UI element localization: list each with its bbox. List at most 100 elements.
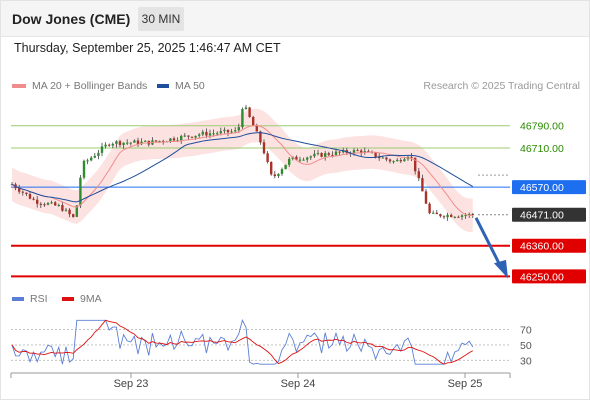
candle-body	[126, 142, 129, 144]
candle-body	[176, 140, 179, 142]
candle-body	[50, 202, 53, 204]
candle-body	[381, 157, 384, 159]
candle-body	[388, 159, 392, 162]
candle-body	[111, 143, 114, 146]
legend-item-ma50: MA 50	[157, 80, 205, 92]
legend-item-9ma: 9MA	[62, 293, 102, 305]
forecast-arrow-head	[494, 259, 508, 279]
candle-body	[460, 215, 464, 217]
candle-body	[324, 153, 327, 157]
candle-body	[104, 144, 107, 147]
candle-body	[205, 131, 208, 136]
candle-body	[90, 157, 93, 161]
candle-body	[230, 131, 233, 133]
candle-body	[190, 136, 194, 138]
candle-body	[198, 134, 201, 136]
candle-body	[219, 131, 222, 134]
rsi-swatch	[12, 297, 24, 302]
last-price-tag	[512, 207, 586, 222]
candle-body	[468, 213, 471, 216]
candle-body	[378, 157, 381, 159]
candle-body	[453, 216, 456, 218]
candle-body	[277, 173, 280, 177]
candle-body	[169, 138, 172, 142]
candle-body	[374, 152, 377, 158]
candle-body	[252, 117, 255, 126]
ma50-swatch	[157, 84, 169, 89]
candle-body	[284, 164, 287, 170]
rsi-ma-line	[11, 319, 474, 365]
rsi-panel: 70 50 30	[11, 319, 532, 367]
research-credit: Research © 2025 Trading Central	[423, 80, 580, 92]
candle-body	[403, 159, 406, 162]
candle-body	[255, 125, 258, 132]
candle-body	[212, 133, 215, 135]
candle-body	[428, 203, 431, 214]
rsi-tick-30: 30	[520, 355, 532, 367]
candle-body	[57, 205, 60, 207]
price-levels	[11, 125, 510, 278]
candle-body	[82, 160, 86, 178]
candle-body	[115, 141, 118, 144]
candle-body	[410, 156, 413, 158]
candle-body	[118, 141, 122, 145]
candle-body	[435, 212, 438, 215]
candle-body	[108, 144, 111, 146]
candle-body	[439, 214, 442, 217]
x-axis-label: Sep 25	[448, 378, 483, 390]
instrument-title: Dow Jones (CME)	[12, 11, 131, 27]
candle-body	[471, 213, 474, 215]
candle-body	[237, 127, 240, 131]
candle-body	[273, 174, 276, 177]
support-tag-label-46250-00: 46250.00	[520, 271, 564, 283]
timeframe-button[interactable]: 30 MIN	[138, 7, 184, 31]
candle-body	[334, 151, 338, 156]
candle-body	[414, 157, 417, 172]
candle-body	[72, 214, 75, 217]
rsi-tick-50: 50	[520, 340, 532, 352]
candle-body	[61, 205, 64, 211]
candle-body	[248, 107, 251, 118]
chart-datetime: Thursday, September 25, 2025 1:46:47 AM …	[14, 41, 281, 55]
candle-body	[396, 159, 399, 162]
candle-body	[223, 129, 226, 132]
pivot-tag	[512, 180, 586, 195]
rsi-line	[11, 319, 474, 365]
candle-body	[266, 153, 269, 162]
price-tags: 46790.00 46710.00 46570.00 46471.00 46360.00…	[512, 121, 586, 284]
candle-body	[54, 202, 57, 206]
candle-body	[133, 140, 136, 143]
forecast-arrow	[474, 217, 508, 279]
chart-header: Dow Jones (CME) 30 MIN	[1, 1, 589, 37]
rsi-tick-70: 70	[520, 325, 532, 337]
candle-body	[86, 160, 89, 162]
candle-body	[244, 107, 248, 109]
candle-body	[424, 191, 428, 204]
candle-body	[457, 216, 460, 218]
legend-label-9ma: 9MA	[80, 293, 102, 305]
candle-body	[100, 146, 104, 153]
candle-body	[309, 156, 312, 158]
candle-body	[25, 192, 28, 195]
candle-body	[79, 177, 82, 206]
candle-body	[97, 152, 100, 156]
candle-body	[36, 199, 39, 204]
candle-body	[306, 157, 309, 160]
candle-body	[68, 209, 71, 215]
candle-body	[262, 142, 266, 154]
candle-body	[194, 135, 197, 138]
legend-label-ma50: MA 50	[175, 80, 205, 92]
last-price-tag-label: 46471.00	[520, 210, 564, 222]
x-axis: Sep 23 Sep 24 Sep 25	[10, 372, 511, 390]
candle-body	[320, 153, 323, 157]
candle-body	[392, 161, 395, 163]
candle-body	[226, 129, 230, 133]
candle-body	[172, 138, 176, 141]
candle-body	[187, 135, 190, 137]
candle-body	[180, 136, 183, 141]
bollinger-swatch	[12, 84, 26, 89]
legend-label-rsi: RSI	[30, 293, 48, 305]
x-axis-label: Sep 23	[114, 378, 149, 390]
support-tag-46250-00	[512, 269, 586, 284]
candle-body	[327, 153, 330, 155]
